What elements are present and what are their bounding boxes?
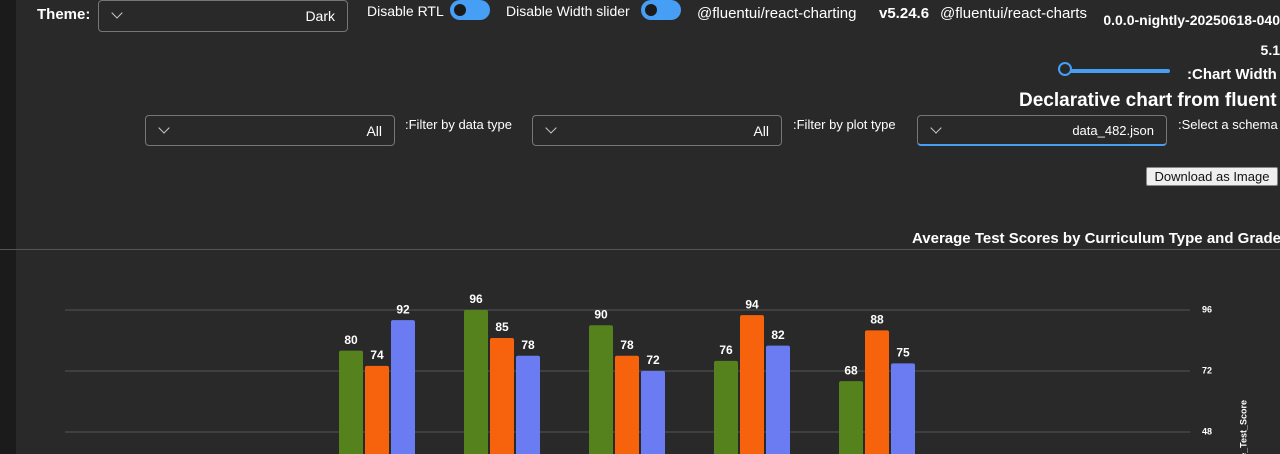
bar <box>714 360 738 454</box>
y-tick-label: 72 <box>1202 365 1212 375</box>
data-type-value: All <box>366 123 382 139</box>
data-label: 90 <box>594 307 608 321</box>
bar <box>766 345 790 454</box>
data-label: 74 <box>370 348 384 362</box>
page-title: Declarative chart from fluent <box>1019 90 1277 111</box>
data-label: 78 <box>521 338 535 352</box>
data-label: 72 <box>646 353 660 367</box>
schema-dropdown[interactable]: data_482.json <box>917 115 1167 146</box>
schema-value: data_482.json <box>1072 123 1154 138</box>
data-type-dropdown[interactable]: All <box>145 115 395 146</box>
plot-type-value: All <box>753 123 769 139</box>
plot-type-label: :Filter by plot type <box>793 117 896 132</box>
theme-label: Theme: <box>37 6 91 23</box>
charting-package: @fluentui/react-charting <box>697 5 857 22</box>
data-label: 96 <box>469 292 483 306</box>
divider <box>0 249 1280 250</box>
side-strip <box>0 0 16 454</box>
bar <box>740 315 764 454</box>
theme-value: Dark <box>305 8 335 24</box>
bar <box>839 381 863 454</box>
data-label: 85 <box>495 320 509 334</box>
charting-version: v5.24.6 <box>879 5 930 22</box>
data-type-label: :Filter by data type <box>405 117 512 132</box>
bar <box>891 363 915 454</box>
bar <box>516 355 540 454</box>
data-label: 92 <box>396 302 410 316</box>
chart-width-label: :Chart Width <box>1187 66 1277 83</box>
data-label: 82 <box>771 328 785 342</box>
data-label: 94 <box>745 297 759 311</box>
bar <box>365 365 389 454</box>
data-label: 68 <box>844 363 858 377</box>
bar <box>641 371 665 454</box>
bar <box>589 325 613 454</box>
schema-label: :Select a schema <box>1178 117 1278 132</box>
data-label: 75 <box>896 346 910 360</box>
width-slider-toggle[interactable] <box>641 0 681 20</box>
charts-version: 0.0.0-nightly-20250618-0405.1 <box>1103 12 1280 58</box>
theme-dropdown[interactable]: Dark <box>98 0 348 32</box>
bar <box>464 310 488 454</box>
bar <box>615 355 639 454</box>
y-tick-label: 48 <box>1202 426 1212 436</box>
y-axis-label: Average_Test_Score <box>1238 400 1248 454</box>
data-label: 76 <box>719 343 733 357</box>
plot-type-dropdown[interactable]: All <box>532 115 782 146</box>
rtl-toggle[interactable] <box>450 0 490 20</box>
charts-package: @fluentui/react-charts <box>940 5 1087 22</box>
data-label: 88 <box>870 313 884 327</box>
download-button[interactable]: Download as Image <box>1146 167 1278 186</box>
rtl-label: Disable RTL <box>367 3 444 19</box>
data-label: 80 <box>344 333 358 347</box>
width-slider[interactable] <box>1060 69 1170 73</box>
data-label: 78 <box>620 338 634 352</box>
slider-thumb[interactable] <box>1058 62 1072 76</box>
bar <box>391 320 415 454</box>
chart-title: Average Test Scores by Curriculum Type a… <box>912 230 1280 247</box>
y-tick-label: 96 <box>1202 304 1212 314</box>
bar <box>490 337 514 454</box>
bar <box>339 350 363 454</box>
bar <box>865 330 889 454</box>
width-slider-label: Disable Width slider <box>506 3 630 19</box>
